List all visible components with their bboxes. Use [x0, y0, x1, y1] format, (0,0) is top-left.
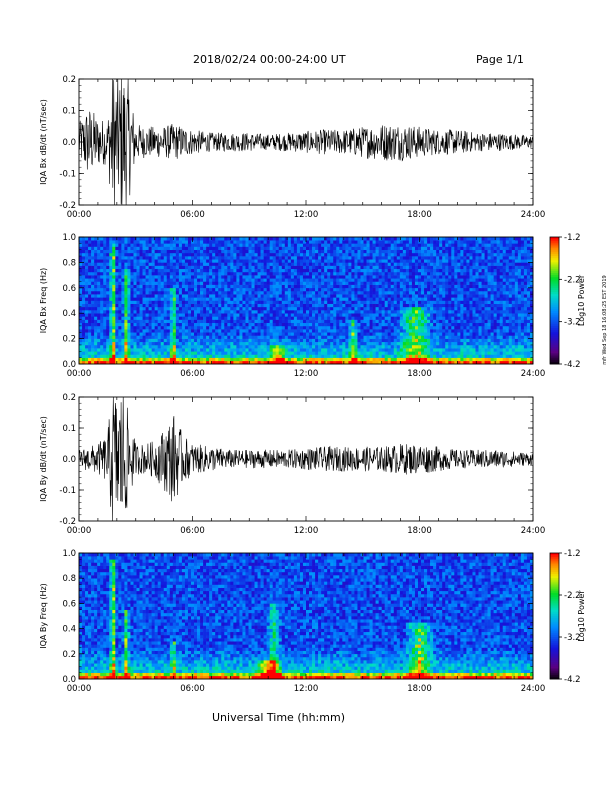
series-trace-3 — [78, 396, 534, 522]
y-axis-label-2: IQA Bx Freq (Hz) — [39, 268, 48, 334]
x-tick-label-1-5: 24:00 — [521, 210, 546, 220]
y-tick-label-3-2: -0.1 — [59, 486, 76, 496]
panel-2: -1.2 -2.2 -3.2 -4.2 Log10 Power 00:00 06:00 12:… — [39, 233, 586, 379]
x-tick-label-4-4: 18:00 — [407, 684, 432, 694]
x-tick-label-1-2: 06:00 — [180, 210, 205, 220]
colorbar-tick-label-4-4: -4.2 — [564, 675, 581, 685]
y-tick-label-1-5: 0.2 — [62, 75, 76, 85]
y-tick-label-3-3: 0.0 — [62, 455, 76, 465]
panel-4: -1.2 -2.2 -3.2 -4.2 Log10 Power 00:00 06:00 12:… — [39, 549, 586, 694]
x-tick-label-4-5: 24:00 — [521, 684, 546, 694]
y-axis-label-4: IQA By Freq (Hz) — [39, 583, 48, 649]
y-tick-label-4-1: 0.0 — [62, 675, 76, 685]
y-tick-label-2-6: 1.0 — [62, 233, 76, 243]
x-tick-label-2-5: 24:00 — [521, 369, 546, 379]
y-tick-label-2-4: 0.6 — [62, 284, 76, 294]
heatmap-cells-4 — [79, 553, 534, 680]
x-tick-label-2-4: 18:00 — [407, 369, 432, 379]
y-tick-label-2-1: 0.0 — [62, 360, 76, 370]
x-axis-label: Universal Time (hh:mm) — [212, 711, 345, 724]
y-tick-label-4-5: 0.8 — [62, 574, 76, 584]
y-tick-label-2-3: 0.4 — [62, 309, 76, 319]
x-tick-label-2-2: 06:00 — [180, 369, 205, 379]
colorbar-tick-label-2-3: -3.2 — [564, 318, 581, 328]
x-tick-label-2-1: 00:00 — [67, 369, 92, 379]
y-tick-label-2-5: 0.8 — [62, 258, 76, 268]
x-tick-label-3-1: 00:00 — [67, 526, 92, 536]
header-date-range: 2018/02/24 00:00-24:00 UT — [193, 53, 346, 66]
x-tick-label-4-3: 12:00 — [294, 684, 319, 694]
y-tick-label-4-6: 1.0 — [62, 549, 76, 559]
panel-1: 00:00 06:00 12:00 18:00 24:00 -0.2 -0.1 0.0 0.1 0… — [39, 75, 545, 220]
y-tick-label-1-3: 0.0 — [62, 138, 76, 148]
colorbar-tick-label-2-2: -2.2 — [564, 275, 581, 285]
colorbar-tick-label-2-4: -4.2 — [564, 360, 581, 370]
colorbar-tick-label-4-2: -2.2 — [564, 591, 581, 601]
colorbar-2: -1.2 -2.2 -3.2 -4.2 Log10 Power — [549, 233, 586, 370]
panel-3: 00:00 06:00 12:00 18:00 24:00 -0.2 -0.1 0.0 0.1 0… — [39, 393, 545, 536]
y-tick-label-1-4: 0.1 — [62, 107, 76, 117]
x-tick-label-4-1: 00:00 — [67, 684, 92, 694]
x-tick-label-1-1: 00:00 — [67, 210, 92, 220]
x-tick-label-1-4: 18:00 — [407, 210, 432, 220]
x-tick-label-3-4: 18:00 — [407, 526, 432, 536]
y-tick-label-3-1: -0.2 — [59, 517, 76, 527]
colorbar-tick-label-2-1: -1.2 — [564, 233, 581, 243]
y-tick-label-1-2: -0.1 — [59, 170, 76, 180]
side-stamp: mfr Wed Sep 18 16:08:25 EST 2019 — [602, 275, 608, 365]
x-tick-label-1-3: 12:00 — [294, 210, 319, 220]
colorbar-4: -1.2 -2.2 -3.2 -4.2 Log10 Power — [549, 549, 586, 685]
x-tick-label-3-2: 06:00 — [180, 526, 205, 536]
y-axis-label-3: IQA By dB/dt (nT/sec) — [39, 416, 48, 502]
y-tick-label-1-1: -0.2 — [59, 201, 76, 211]
colorbar-label-4: Log10 Power — [577, 590, 586, 642]
colorbar-tick-label-4-3: -3.2 — [564, 633, 581, 643]
colorbar-label-2: Log10 Power — [577, 274, 586, 326]
header-page: Page 1/1 — [476, 53, 524, 66]
colorbar-tick-label-4-1: -1.2 — [564, 549, 581, 559]
y-tick-label-4-3: 0.4 — [62, 625, 76, 635]
heatmap-cells-2 — [79, 237, 534, 365]
y-tick-label-3-4: 0.1 — [62, 424, 76, 434]
y-tick-label-4-2: 0.2 — [62, 650, 76, 660]
y-tick-label-4-4: 0.6 — [62, 599, 76, 609]
x-tick-label-4-2: 06:00 — [180, 684, 205, 694]
y-tick-label-3-5: 0.2 — [62, 393, 76, 403]
series-trace-1 — [78, 78, 534, 206]
x-tick-label-3-5: 24:00 — [521, 526, 546, 536]
x-tick-label-2-3: 12:00 — [294, 369, 319, 379]
y-tick-label-2-2: 0.2 — [62, 335, 76, 345]
x-tick-label-3-3: 12:00 — [294, 526, 319, 536]
y-axis-label-1: IQA Bx dB/dt (nT/sec) — [39, 99, 48, 185]
